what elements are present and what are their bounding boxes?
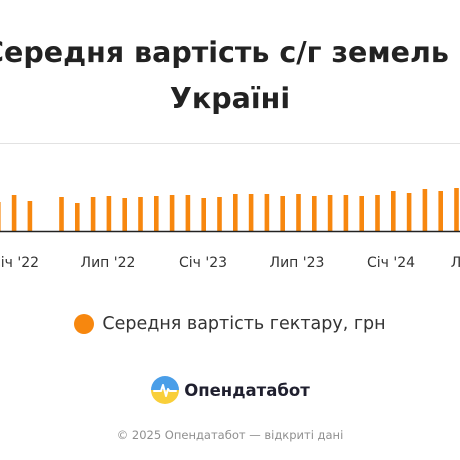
bar[interactable] xyxy=(406,193,412,231)
bar[interactable] xyxy=(454,188,459,231)
bar[interactable] xyxy=(296,194,301,231)
chart-title: Середня вартість с/г земель в Україні xyxy=(0,30,460,122)
footer-copyright: © 2025 Опендатабот — відкриті дані xyxy=(116,428,344,442)
legend-marker xyxy=(74,314,95,334)
bar[interactable] xyxy=(233,194,238,231)
bar[interactable] xyxy=(106,196,112,231)
bar[interactable] xyxy=(201,198,206,231)
x-tick-label: Січ '22 xyxy=(0,255,39,271)
bar[interactable] xyxy=(438,191,443,231)
title-divider xyxy=(0,143,460,144)
bar[interactable] xyxy=(359,196,364,231)
bar[interactable] xyxy=(422,189,428,231)
bar[interactable] xyxy=(264,194,270,231)
bar[interactable] xyxy=(375,195,380,231)
bar[interactable] xyxy=(280,196,285,231)
bar[interactable] xyxy=(185,195,191,231)
x-tick-label: Січ '23 xyxy=(179,255,227,271)
x-tick-label: Січ '24 xyxy=(367,255,415,271)
bar[interactable] xyxy=(391,191,396,231)
bar[interactable] xyxy=(75,203,80,231)
bars-group xyxy=(0,188,459,231)
x-tick-label: Лип '23 xyxy=(270,255,325,271)
bar[interactable] xyxy=(154,196,159,231)
bar[interactable] xyxy=(169,195,175,231)
bar[interactable] xyxy=(217,197,222,231)
bar-chart: Січ '22 Лип '22 Січ '23 Лип '23 Січ '24 Л xyxy=(0,188,460,271)
bar[interactable] xyxy=(27,201,33,231)
bar[interactable] xyxy=(90,197,96,231)
bar[interactable] xyxy=(138,197,143,231)
legend[interactable]: Середня вартість гектару, грн xyxy=(0,311,460,337)
bar[interactable] xyxy=(0,202,1,231)
bar[interactable] xyxy=(312,196,317,231)
bar[interactable] xyxy=(11,195,17,231)
bar[interactable] xyxy=(59,197,64,231)
bar[interactable] xyxy=(343,195,349,231)
x-tick-labels: Січ '22 Лип '22 Січ '23 Лип '23 Січ '24 Л xyxy=(0,255,460,271)
bar[interactable] xyxy=(248,194,254,231)
chart-title-line-1: Середня вартість с/г земель в xyxy=(0,36,460,69)
brand[interactable]: Опендатабот xyxy=(0,374,460,406)
x-tick-label: Лип '22 xyxy=(81,255,136,271)
bar[interactable] xyxy=(327,195,333,231)
x-tick-label: Л xyxy=(451,255,460,271)
bar[interactable] xyxy=(122,198,127,231)
legend-label: Середня вартість гектару, грн xyxy=(102,314,386,334)
opendatabot-logo-icon xyxy=(151,376,180,404)
brand-name: Опендатабот xyxy=(184,380,310,400)
chart-title-line-2: Україні xyxy=(169,82,291,115)
